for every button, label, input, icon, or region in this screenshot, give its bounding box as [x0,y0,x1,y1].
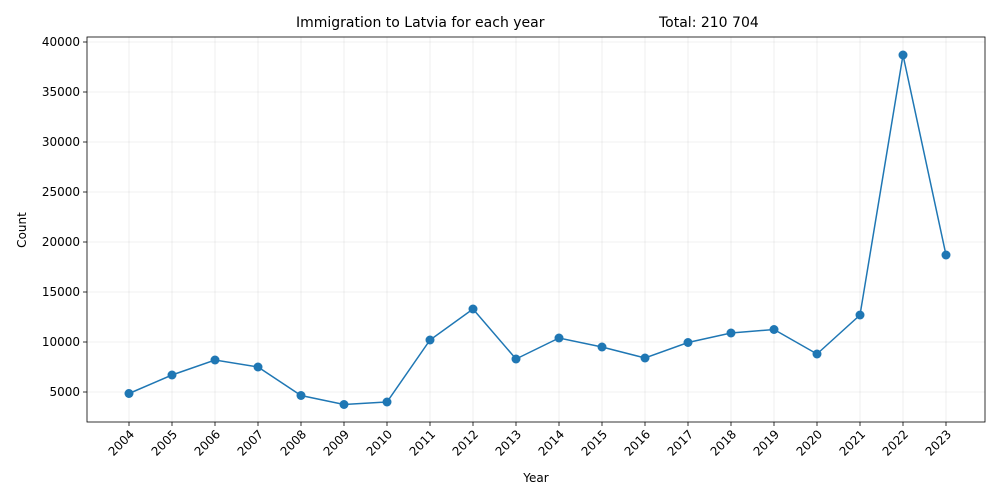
x-tick-label: 2014 [536,427,567,458]
y-tick-label: 40000 [42,35,80,49]
x-tick-label: 2021 [837,427,868,458]
data-point-2007 [253,362,263,372]
data-point-2016 [640,353,650,363]
data-point-2023 [941,250,951,260]
x-tick-label: 2017 [665,427,696,458]
x-tick-label: 2022 [880,427,911,458]
series-line [128,54,947,406]
y-tick-label: 5000 [49,385,80,399]
x-tick-label: 2004 [106,427,137,458]
x-tick-label: 2008 [278,427,309,458]
data-point-2013 [511,354,521,364]
x-tick-label: 2006 [192,427,223,458]
x-tick-label: 2009 [321,427,352,458]
data-point-2018 [726,328,736,338]
y-tick-label: 30000 [42,135,80,149]
x-tick-label: 2020 [794,427,825,458]
data-point-2008 [296,391,306,400]
x-tick-label: 2015 [579,427,610,458]
data-point-2010 [382,397,392,407]
data-point-2005 [167,370,177,380]
x-axis-label: Year [522,471,548,485]
data-point-2012 [468,304,478,314]
y-tick-label: 20000 [42,235,80,249]
data-point-2019 [769,325,779,334]
x-tick-label: 2016 [622,427,653,458]
x-tick-label: 2019 [751,427,782,458]
data-point-2020 [812,349,822,359]
y-tick-label: 15000 [42,285,80,299]
grid [87,37,985,422]
x-tick-label: 2023 [923,427,954,458]
plot-frame [86,36,986,423]
y-tick-label: 10000 [42,335,80,349]
x-tick-label: 2011 [407,427,438,458]
x-tick-label: 2013 [493,427,524,458]
chart-subtitle: Total: 210 704 [658,15,759,31]
data-point-2017 [683,338,693,347]
x-axis-ticks: 2004 2005 2006 2007 2008 2009 2010 2011 2012 2013… [106,422,954,459]
data-point-2014 [554,333,564,343]
x-tick-label: 2010 [364,427,395,458]
y-axis-label: Count [15,212,29,248]
x-tick-label: 2018 [708,427,739,458]
data-point-2006 [210,355,220,365]
data-point-2009 [339,400,349,409]
data-point-2021 [855,310,865,320]
x-tick-label: 2007 [235,427,266,458]
x-tick-label: 2012 [450,427,481,458]
y-tick-label: 25000 [42,185,80,199]
chart-title: Immigration to Latvia for each year [296,15,545,31]
x-tick-label: 2005 [149,427,180,458]
data-point-2004 [124,389,134,398]
y-axis-ticks: 5000 10000 15000 20000 25000 30000 35000 40000 [42,35,87,399]
data-point-2022 [898,50,908,60]
series-immigration [124,50,951,409]
data-point-2011 [425,335,435,345]
data-point-2015 [597,342,607,352]
y-tick-label: 35000 [42,85,80,99]
